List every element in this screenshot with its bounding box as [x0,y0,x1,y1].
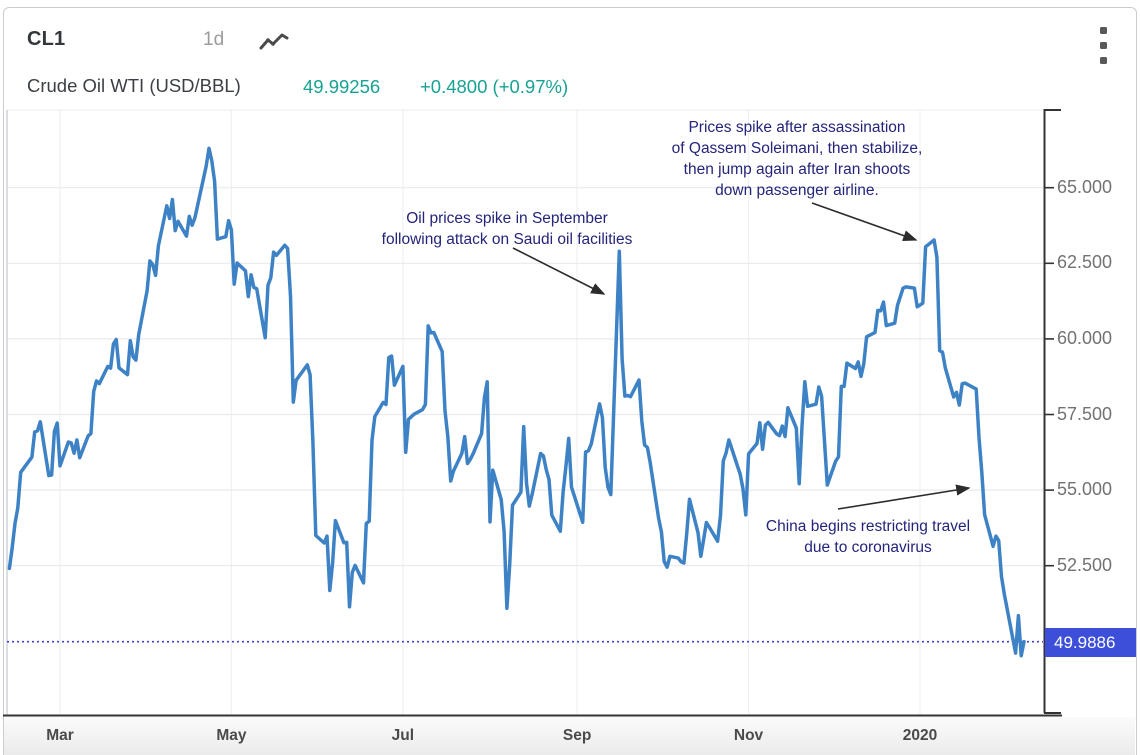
last-price-quote: 49.99256 [303,76,381,97]
x-axis-tick-label: Mar [46,727,74,744]
annotation-arrow [837,484,971,510]
symbol-ticker: CL1 [27,28,66,50]
y-axis-tick-label: 60.000 [1057,327,1113,348]
y-axis-tick-label: 55.000 [1057,479,1113,500]
y-axis-tick-label: 65.000 [1057,176,1113,197]
x-axis-tick-label: 2020 [902,727,938,744]
x-axis-tick-label: May [216,727,247,744]
annotation-arrow [512,247,606,295]
instrument-name: Crude Oil WTI (USD/BBL) [27,75,241,96]
x-axis-tick-label: Jul [391,727,415,744]
chart-annotation: China begins restricting travel due to c… [765,518,971,556]
x-axis-strip [4,717,1135,755]
timeframe-selector[interactable]: 1d [203,29,225,50]
last-price-tag: 49.9886 [1045,628,1136,657]
y-axis-tick-label: 52.500 [1057,554,1113,575]
x-axis-tick-label: Nov [733,727,764,744]
chart-annotation: Oil prices spike in September following … [381,210,633,248]
annotation-arrow [811,202,918,241]
y-axis-tick-label: 62.500 [1057,252,1113,273]
price-line [7,146,1026,658]
chart-annotation: Prices spike after assassination of Qass… [671,119,923,199]
overflow-menu-icon[interactable] [1094,27,1112,71]
line-chart-type-icon[interactable] [258,32,292,59]
x-axis-tick-label: Sep [562,727,592,744]
y-axis-tick-label: 57.500 [1057,403,1113,424]
price-change: +0.4800 (+0.97%) [420,76,569,97]
